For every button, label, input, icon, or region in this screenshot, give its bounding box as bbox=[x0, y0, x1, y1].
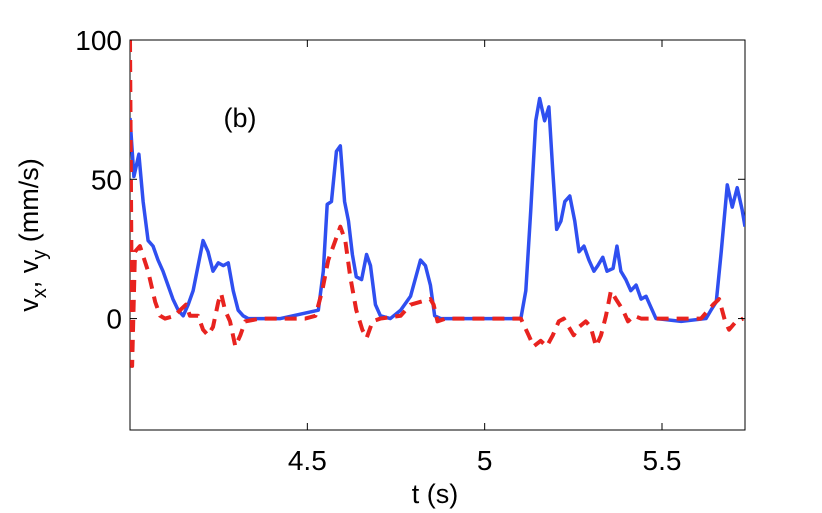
plot-frame bbox=[129, 39, 746, 431]
y-label-part: , v bbox=[14, 259, 44, 288]
y-tick-label: 50 bbox=[91, 164, 122, 195]
y-axis-label: vx, vy (mm/s) bbox=[14, 158, 51, 311]
y-label-part: v bbox=[14, 298, 44, 312]
x-tick-label: 5 bbox=[477, 445, 493, 476]
y-label-part: (mm/s) bbox=[14, 158, 44, 249]
annotation: (b) bbox=[224, 103, 257, 133]
dashed-line bbox=[130, 40, 744, 368]
lines bbox=[130, 40, 745, 368]
solid-line bbox=[130, 96, 745, 324]
y-tick-label: 100 bbox=[75, 25, 122, 56]
x-tick-label: 5.5 bbox=[643, 445, 682, 476]
x-axis-label: t (s) bbox=[412, 479, 459, 509]
y-tick-label: 0 bbox=[106, 304, 122, 335]
x-tick-label: 4.5 bbox=[288, 445, 327, 476]
y-label-sub: y bbox=[29, 250, 51, 260]
y-label-sub: x bbox=[29, 288, 51, 298]
